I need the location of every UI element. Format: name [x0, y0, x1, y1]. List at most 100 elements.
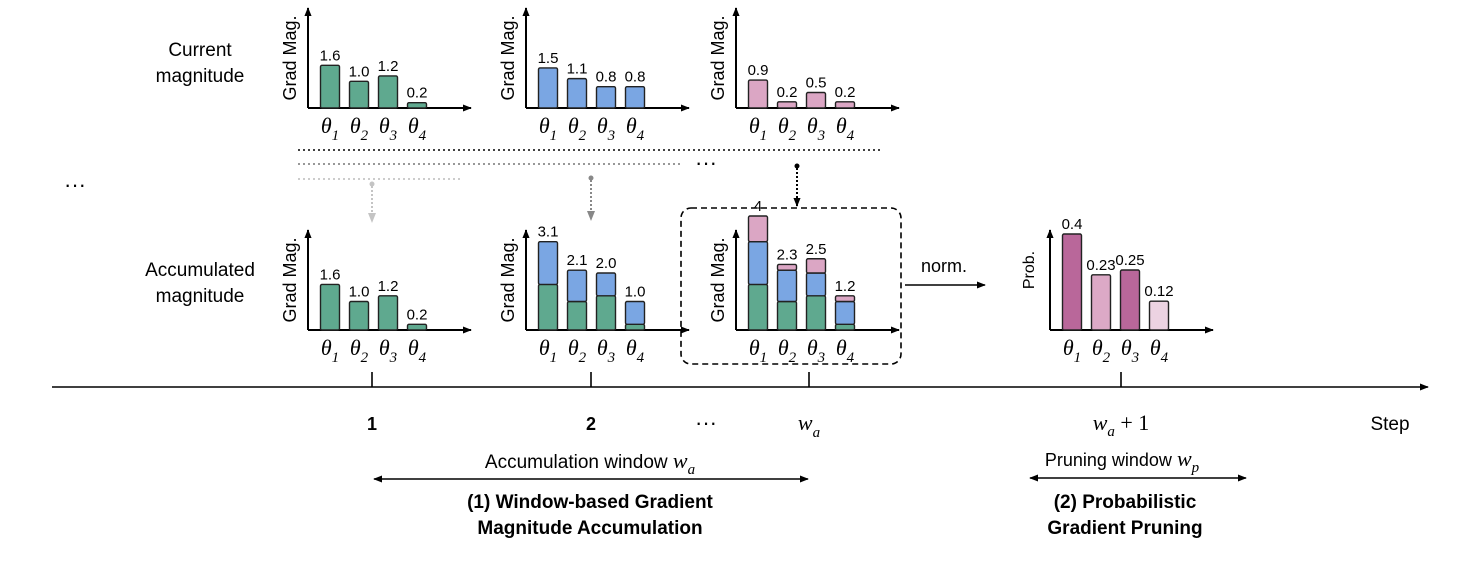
timeline-tick-label-1: 1 — [367, 414, 377, 434]
category-label-θ4: θ4 — [408, 335, 427, 366]
bar-θ2-s0 — [566, 77, 588, 109]
bar-θ3-s0 — [805, 91, 827, 109]
category-label-θ3: θ3 — [597, 335, 615, 366]
category-label-θ3: θ3 — [807, 335, 825, 366]
data-label-θ1: 3.1 — [538, 224, 559, 241]
data-label-θ4: 1.2 — [835, 278, 856, 295]
data-label-θ1: 4 — [754, 198, 762, 215]
category-label-θ2: θ2 — [568, 335, 587, 366]
timeline-tick-label-wa-plus-1: wa + 1 — [1093, 410, 1150, 440]
category-label-θ3: θ3 — [597, 113, 615, 144]
bar-θ1-s0 — [319, 283, 341, 331]
bar-θ2-s0 — [348, 300, 370, 331]
category-label-θ3: θ3 — [1121, 335, 1139, 366]
highlight-box — [680, 207, 902, 365]
chart-probability: Prob. 0.4 θ1 0.23 θ2 0.25 θ3 0.12 θ4 — [1021, 216, 1214, 366]
category-label-θ1: θ1 — [749, 335, 767, 366]
bar-θ4-s0 — [624, 323, 646, 331]
timeline-tick-label-wa: wa — [798, 410, 820, 441]
data-label-θ4: 0.2 — [407, 306, 428, 323]
norm-label: norm. — [921, 256, 967, 276]
bar-θ3-s0 — [595, 85, 617, 109]
bar-θ3-s0 — [595, 295, 617, 331]
data-label-θ2: 1.1 — [567, 61, 588, 78]
bar-θ4-s1 — [834, 300, 856, 325]
bar-θ1-s2 — [747, 215, 769, 243]
category-label-θ4: θ4 — [836, 335, 855, 366]
grad-mag-axis-label: Grad Mag. — [708, 15, 728, 100]
category-label-θ2: θ2 — [778, 113, 797, 144]
caption-2-line1: (2) Probabilistic — [1053, 492, 1197, 513]
bar-θ1-s0 — [537, 67, 559, 109]
bar-θ4-s2 — [834, 295, 856, 303]
bar-θ1-s0 — [1061, 233, 1083, 331]
data-label-θ3: 0.8 — [596, 69, 617, 86]
category-label-θ1: θ1 — [1063, 335, 1081, 366]
current-magnitude-label: Current magnitude — [140, 38, 260, 90]
data-label-θ3: 2.5 — [806, 241, 827, 258]
grad-mag-axis-label: Grad Mag. — [708, 237, 728, 322]
bar-θ3-s0 — [377, 75, 399, 109]
bar-θ3-s1 — [595, 272, 617, 297]
grad-mag-axis-label: Grad Mag. — [498, 15, 518, 100]
current-label-line2: magnitude — [155, 66, 245, 87]
bar-θ2-s2 — [776, 263, 798, 271]
data-label-θ1: 0.4 — [1062, 216, 1083, 233]
data-label-θ3: 0.25 — [1115, 252, 1144, 269]
bar-θ1-s0 — [747, 79, 769, 109]
bar-θ2-s1 — [566, 269, 588, 303]
category-label-θ4: θ4 — [626, 113, 645, 144]
chart-accumulated-step-1: Grad Mag. 1.6 θ1 1.0 θ2 1.2 θ3 0.2 θ4 — [280, 229, 472, 366]
bar-θ3-s2 — [805, 258, 827, 274]
bar-θ1-s0 — [319, 64, 341, 109]
arrow-dot-3 — [794, 163, 800, 169]
category-label-θ2: θ2 — [568, 113, 587, 144]
data-label-θ2: 2.1 — [567, 252, 588, 269]
bar-θ2-s0 — [566, 300, 588, 331]
bar-θ1-s0 — [747, 283, 769, 331]
data-label-θ3: 2.0 — [596, 255, 617, 272]
data-label-θ1: 0.9 — [748, 62, 769, 79]
category-label-θ2: θ2 — [778, 335, 797, 366]
bar-θ2-s1 — [776, 269, 798, 303]
data-label-θ4: 0.2 — [407, 85, 428, 102]
bar-θ3-s0 — [377, 295, 399, 331]
pruning-window-label: Pruning window wp — [1045, 446, 1200, 476]
grad-mag-axis-label: Grad Mag. — [280, 237, 300, 322]
bar-θ4-s0 — [406, 323, 428, 331]
data-label-θ1: 1.6 — [320, 47, 341, 64]
step-axis-label: Step — [1370, 414, 1409, 435]
data-label-θ4: 1.0 — [625, 284, 646, 301]
bar-θ3-s1 — [805, 272, 827, 297]
data-label-θ4: 0.8 — [625, 69, 646, 86]
data-label-θ1: 1.5 — [538, 50, 559, 67]
chart-current-step-1: Grad Mag. 1.6 θ1 1.0 θ2 1.2 θ3 0.2 θ4 — [280, 7, 472, 144]
category-label-θ3: θ3 — [807, 113, 825, 144]
ellipsis-left: ··· — [64, 172, 86, 197]
bar-θ2-s0 — [776, 300, 798, 331]
data-label-θ2: 1.0 — [349, 284, 370, 301]
timeline-tick-label-2: 2 — [586, 414, 596, 434]
bar-θ1-s1 — [537, 240, 559, 286]
data-label-θ2: 2.3 — [777, 246, 798, 263]
prob-axis-label: Prob. — [1021, 251, 1038, 289]
bar-θ3-s0 — [1119, 269, 1141, 331]
category-label-θ4: θ4 — [836, 113, 855, 144]
bar-θ1-s1 — [747, 240, 769, 286]
category-label-θ2: θ2 — [350, 335, 369, 366]
grad-mag-axis-label: Grad Mag. — [498, 237, 518, 322]
accumulated-label-line1: Accumulated — [145, 260, 255, 281]
bar-θ4-s0 — [1148, 300, 1170, 331]
current-label-line1: Current — [168, 40, 232, 61]
bar-θ2-s0 — [1090, 274, 1112, 331]
category-label-θ4: θ4 — [1150, 335, 1169, 366]
category-label-θ1: θ1 — [321, 335, 339, 366]
category-label-θ2: θ2 — [1092, 335, 1111, 366]
grad-mag-axis-label: Grad Mag. — [280, 15, 300, 100]
category-label-θ3: θ3 — [379, 335, 397, 366]
data-label-θ2: 1.0 — [349, 63, 370, 80]
bar-θ4-s0 — [834, 101, 856, 109]
bar-θ1-s0 — [537, 283, 559, 331]
bar-θ3-s0 — [805, 295, 827, 331]
